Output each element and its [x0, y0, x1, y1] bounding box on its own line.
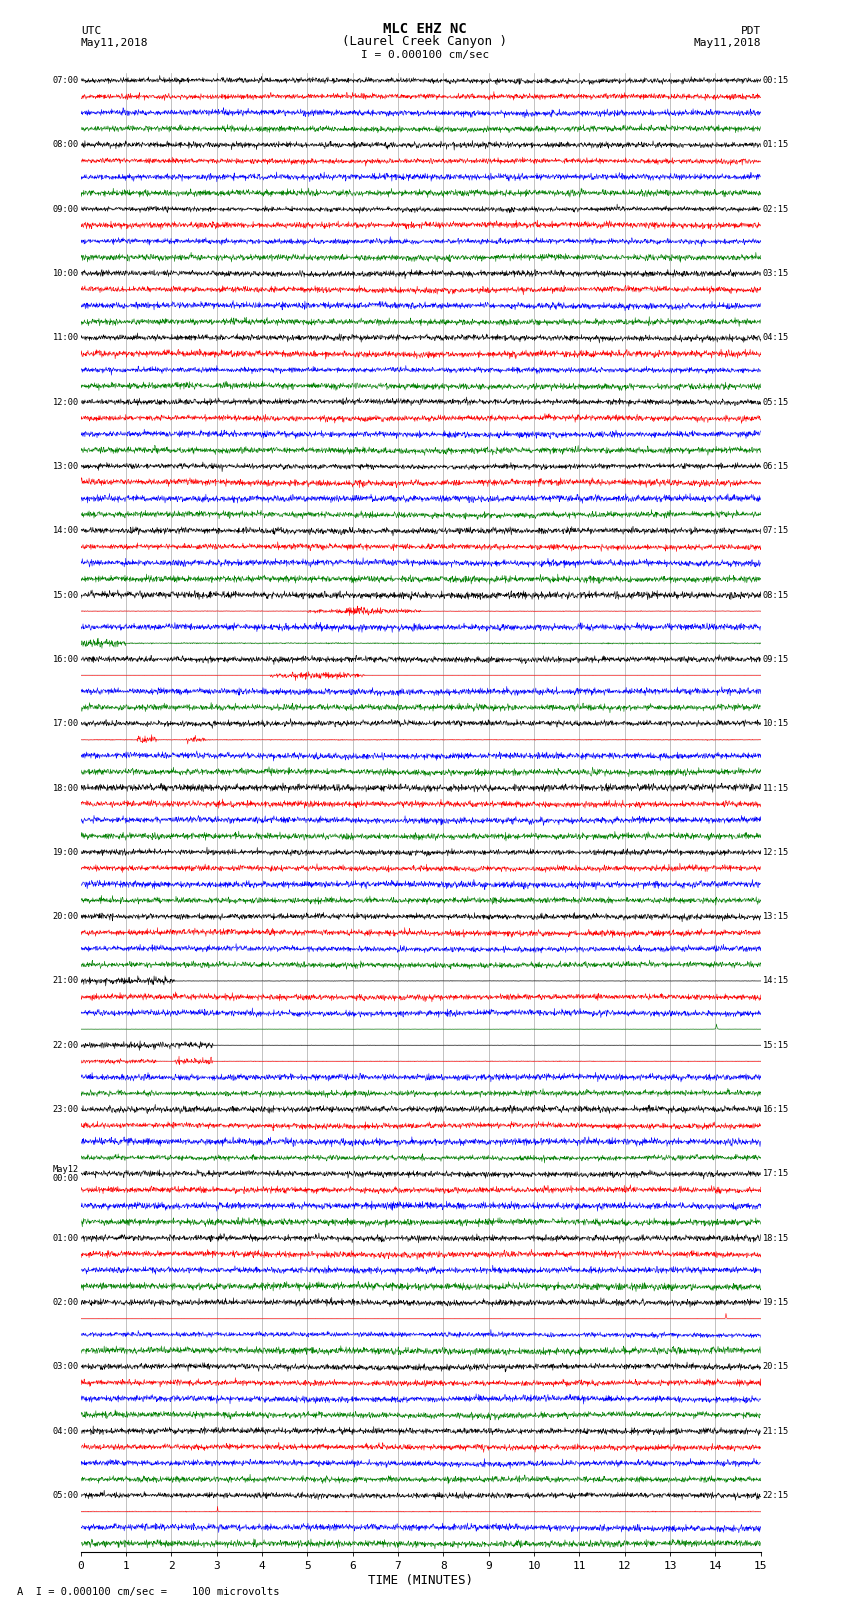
Text: 06:15: 06:15	[762, 461, 789, 471]
Text: 14:15: 14:15	[762, 976, 789, 986]
Text: 11:15: 11:15	[762, 784, 789, 792]
Text: 12:15: 12:15	[762, 848, 789, 857]
Text: 23:00: 23:00	[53, 1105, 79, 1115]
Text: 02:15: 02:15	[762, 205, 789, 215]
Text: 16:00: 16:00	[53, 655, 79, 665]
Text: MLC EHZ NC: MLC EHZ NC	[383, 23, 467, 37]
Text: 05:15: 05:15	[762, 398, 789, 406]
Text: 18:00: 18:00	[53, 784, 79, 792]
Text: 02:00: 02:00	[53, 1298, 79, 1307]
Text: A  I = 0.000100 cm/sec =    100 microvolts: A I = 0.000100 cm/sec = 100 microvolts	[17, 1587, 280, 1597]
Text: 08:00: 08:00	[53, 140, 79, 150]
Text: 07:00: 07:00	[53, 76, 79, 85]
Text: 03:00: 03:00	[53, 1363, 79, 1371]
Text: 17:00: 17:00	[53, 719, 79, 727]
Text: 14:00: 14:00	[53, 526, 79, 536]
Text: 22:15: 22:15	[762, 1490, 789, 1500]
Text: 15:15: 15:15	[762, 1040, 789, 1050]
Text: 13:15: 13:15	[762, 911, 789, 921]
Text: 09:15: 09:15	[762, 655, 789, 665]
Text: UTC: UTC	[81, 26, 101, 37]
Text: 04:00: 04:00	[53, 1426, 79, 1436]
Text: 18:15: 18:15	[762, 1234, 789, 1242]
Text: 05:00: 05:00	[53, 1490, 79, 1500]
Text: 10:15: 10:15	[762, 719, 789, 727]
Text: I = 0.000100 cm/sec: I = 0.000100 cm/sec	[361, 50, 489, 60]
Text: 10:00: 10:00	[53, 269, 79, 277]
Text: 00:15: 00:15	[762, 76, 789, 85]
Text: 01:00: 01:00	[53, 1234, 79, 1242]
Text: 16:15: 16:15	[762, 1105, 789, 1115]
Text: 13:00: 13:00	[53, 461, 79, 471]
Text: 01:15: 01:15	[762, 140, 789, 150]
Text: 04:15: 04:15	[762, 334, 789, 342]
Text: 07:15: 07:15	[762, 526, 789, 536]
Text: 09:00: 09:00	[53, 205, 79, 215]
Text: 22:00: 22:00	[53, 1040, 79, 1050]
Text: 20:15: 20:15	[762, 1363, 789, 1371]
Text: 03:15: 03:15	[762, 269, 789, 277]
Text: 17:15: 17:15	[762, 1169, 789, 1179]
Text: May11,2018: May11,2018	[81, 39, 148, 48]
Text: 21:00: 21:00	[53, 976, 79, 986]
Text: 20:00: 20:00	[53, 911, 79, 921]
Text: 12:00: 12:00	[53, 398, 79, 406]
Text: (Laurel Creek Canyon ): (Laurel Creek Canyon )	[343, 35, 507, 48]
Text: 19:00: 19:00	[53, 848, 79, 857]
X-axis label: TIME (MINUTES): TIME (MINUTES)	[368, 1574, 473, 1587]
Text: 08:15: 08:15	[762, 590, 789, 600]
Text: 21:15: 21:15	[762, 1426, 789, 1436]
Text: May11,2018: May11,2018	[694, 39, 761, 48]
Text: May12
00:00: May12 00:00	[53, 1165, 79, 1182]
Text: PDT: PDT	[740, 26, 761, 37]
Text: 15:00: 15:00	[53, 590, 79, 600]
Text: 19:15: 19:15	[762, 1298, 789, 1307]
Text: 11:00: 11:00	[53, 334, 79, 342]
